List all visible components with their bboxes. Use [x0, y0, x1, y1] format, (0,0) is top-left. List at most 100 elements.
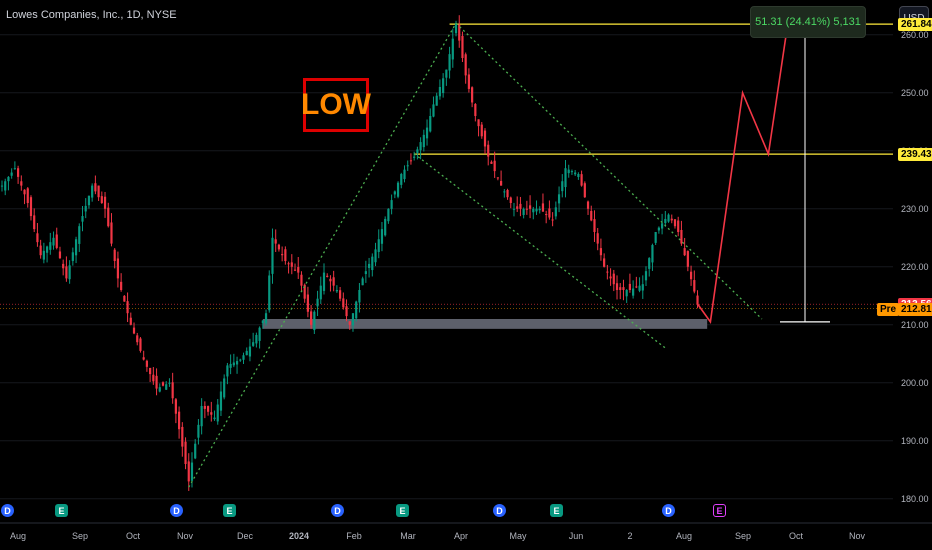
candle-body	[239, 359, 242, 361]
candle-body	[413, 156, 416, 158]
dividend-marker-icon[interactable]: D	[493, 504, 506, 517]
earnings-marker-icon[interactable]: E	[713, 504, 726, 517]
candle-body	[0, 185, 4, 187]
candle-body	[322, 272, 326, 291]
candle-body	[277, 244, 281, 250]
candle-body	[36, 233, 39, 243]
candle-body	[268, 275, 271, 311]
candle-body	[657, 227, 660, 231]
dividend-marker-icon[interactable]: D	[331, 504, 344, 517]
candle-body	[355, 301, 358, 319]
candles	[0, 15, 699, 491]
candle-body	[339, 290, 342, 299]
candle-body	[165, 384, 168, 390]
candle-body	[403, 169, 406, 180]
candle-body	[390, 200, 393, 209]
candle-body	[519, 203, 522, 209]
candle-body	[606, 271, 609, 273]
candle-body	[65, 266, 68, 279]
candle-body	[686, 251, 689, 267]
candle-body	[554, 207, 557, 217]
candle-body	[358, 290, 361, 303]
candle-body	[78, 226, 81, 244]
candle-body	[387, 208, 390, 222]
candle-body	[252, 342, 255, 346]
channel-line	[188, 22, 457, 488]
candle-body	[62, 263, 65, 269]
candle-body	[142, 357, 145, 360]
candle-body	[422, 134, 425, 148]
candle-body	[158, 387, 161, 392]
price-tick-label: 260.00	[901, 30, 929, 40]
candle-body	[425, 127, 429, 139]
candle-body	[210, 412, 213, 415]
candle-body	[374, 249, 377, 263]
price-axis: 180.00190.00200.00210.00220.00230.00240.…	[893, 0, 932, 550]
candle-body	[213, 417, 216, 420]
candle-body	[619, 287, 622, 290]
candle-body	[651, 245, 654, 263]
candle-body	[548, 208, 551, 218]
earnings-marker-icon[interactable]: E	[550, 504, 563, 517]
candle-body	[635, 286, 638, 288]
candle-body	[448, 54, 451, 71]
candle-body	[577, 174, 580, 178]
candle-body	[567, 169, 570, 174]
time-axis: Aug Sep Oct Nov Dec 2024 Feb Mar Apr May Jun 2 Aug Se…	[0, 522, 932, 550]
price-tick-label: 200.00	[901, 378, 929, 388]
candle-body	[152, 374, 155, 382]
candle-body	[297, 267, 300, 273]
dividend-marker-icon[interactable]: D	[662, 504, 675, 517]
candle-body	[332, 277, 335, 286]
candle-body	[628, 283, 631, 290]
low-annotation: LOW	[301, 78, 371, 132]
time-tick-label: 2024	[289, 531, 309, 541]
candle-body	[255, 334, 258, 344]
candle-body	[245, 350, 248, 356]
candle-body	[580, 174, 583, 186]
candle-body	[149, 367, 152, 375]
candle-body	[190, 462, 194, 481]
candle-body	[458, 24, 461, 41]
candle-body	[557, 194, 561, 204]
candle-body	[361, 278, 364, 286]
earnings-marker-icon[interactable]: E	[223, 504, 236, 517]
candle-body	[274, 239, 277, 244]
dividend-marker-icon[interactable]: D	[1, 504, 14, 517]
candle-body	[316, 298, 319, 307]
horizontal-levels	[0, 23, 893, 309]
candle-body	[284, 249, 287, 261]
candle-body	[155, 375, 158, 389]
dividend-marker-icon[interactable]: D	[170, 504, 183, 517]
candle-body	[487, 144, 490, 157]
candle-body	[132, 327, 136, 334]
candle-body	[667, 214, 670, 222]
candle-body	[416, 149, 419, 154]
earnings-marker-icon[interactable]: E	[55, 504, 68, 517]
candle-body	[223, 378, 226, 398]
candle-body	[68, 265, 71, 280]
channel-line	[413, 153, 666, 349]
candle-body	[26, 188, 29, 203]
candle-body	[20, 181, 23, 186]
candle-body	[454, 23, 458, 34]
candle-body	[281, 254, 284, 256]
time-tick-label: Aug	[676, 531, 692, 541]
candle-body	[116, 258, 120, 279]
candle-body	[438, 87, 442, 97]
candle-body	[377, 239, 380, 252]
candle-body	[654, 232, 657, 243]
candle-body	[161, 382, 165, 386]
candle-body	[145, 360, 148, 367]
candle-body	[509, 197, 512, 203]
candle-body	[136, 335, 139, 343]
candle-body	[535, 208, 538, 212]
candle-body	[129, 317, 132, 325]
candle-body	[545, 214, 548, 216]
earnings-marker-icon[interactable]: E	[396, 504, 409, 517]
time-tick-label: Aug	[10, 531, 26, 541]
candle-body	[55, 234, 58, 248]
candle-body	[396, 182, 400, 197]
candle-body	[42, 250, 45, 260]
